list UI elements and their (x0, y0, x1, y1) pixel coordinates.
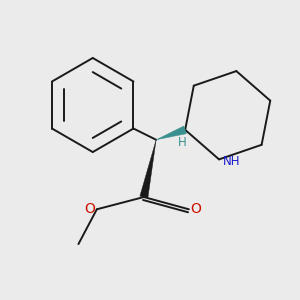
Text: NH: NH (223, 155, 241, 168)
Polygon shape (156, 126, 187, 140)
Text: H: H (178, 136, 186, 148)
Text: O: O (190, 202, 201, 216)
Text: O: O (84, 202, 95, 216)
Polygon shape (140, 140, 156, 198)
